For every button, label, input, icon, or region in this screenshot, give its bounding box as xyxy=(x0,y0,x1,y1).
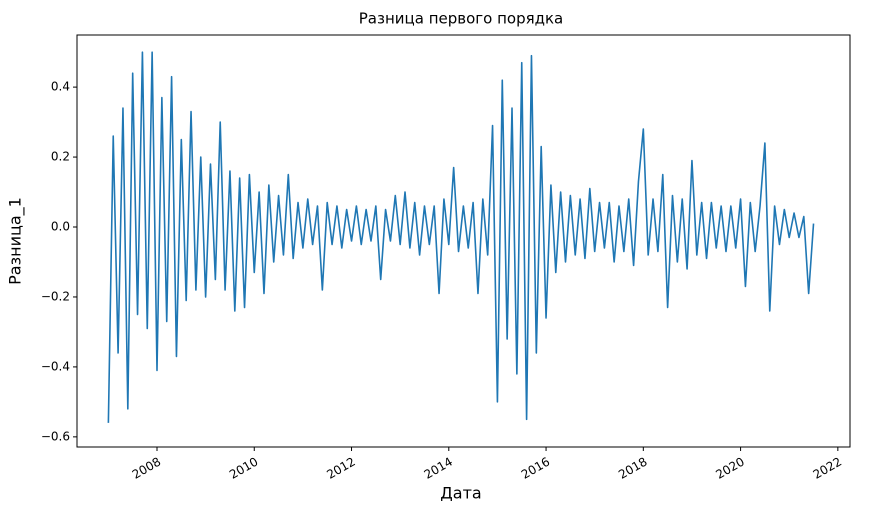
x-tick-label: 2014 xyxy=(422,455,455,482)
chart-title: Разница первого порядка xyxy=(359,10,564,28)
x-tick-label: 2020 xyxy=(713,455,746,482)
x-tick-label: 2018 xyxy=(616,455,649,482)
plot-frame xyxy=(76,34,851,448)
y-tick-label: 0.0 xyxy=(51,220,70,234)
y-tick-label: 0.2 xyxy=(51,150,70,164)
series-line xyxy=(107,51,815,423)
x-tick-label: 2016 xyxy=(519,455,552,482)
x-tick-label: 2012 xyxy=(324,455,357,482)
x-tick-label: 2008 xyxy=(130,455,163,482)
y-tick-label: −0.2 xyxy=(41,289,70,303)
x-tick-label: 2010 xyxy=(227,455,260,482)
x-axis-label: Дата xyxy=(440,484,481,503)
y-tick-label: −0.6 xyxy=(41,429,70,443)
y-tick-label: −0.4 xyxy=(41,359,70,373)
y-axis-label: Разница_1 xyxy=(6,197,26,285)
x-tick-label: 2022 xyxy=(811,455,844,482)
y-tick-label: 0.4 xyxy=(51,80,70,94)
